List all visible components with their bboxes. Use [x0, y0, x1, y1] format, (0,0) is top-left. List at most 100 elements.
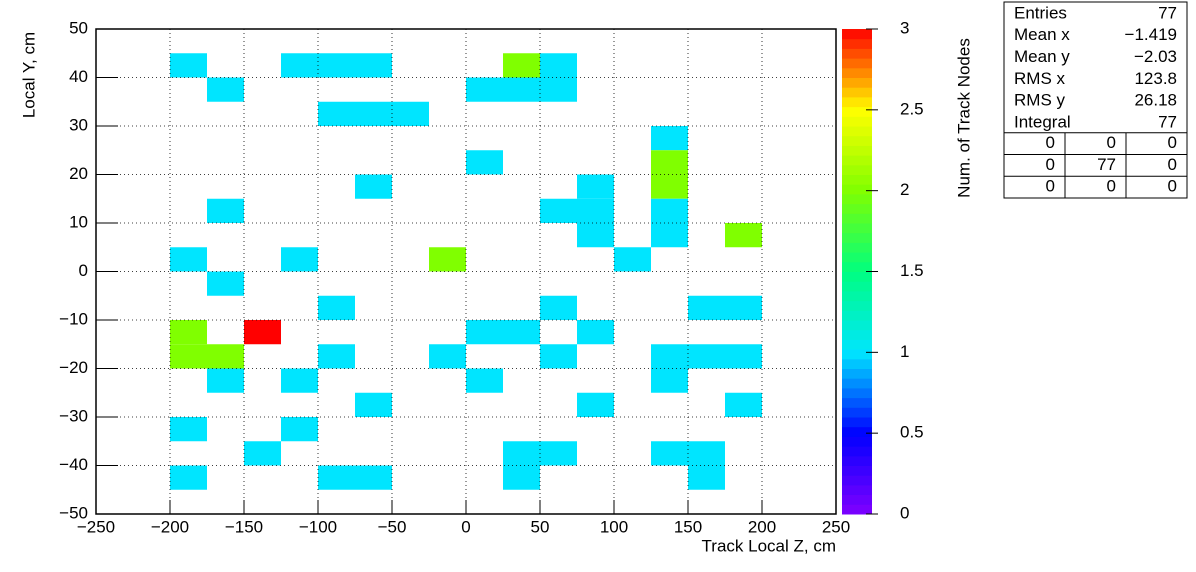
heatmap-cell [651, 344, 688, 369]
heatmap-cell [688, 465, 725, 490]
color-bar-band [842, 465, 872, 476]
color-bar-band [842, 300, 872, 311]
x-axis-title: Track Local Z, cm [702, 536, 836, 555]
heatmap-cell [281, 417, 318, 442]
heatmap-cell [281, 247, 318, 272]
color-bar-band [842, 310, 872, 321]
stats-label: RMS y [1014, 91, 1066, 110]
color-bar-band [842, 349, 872, 360]
heatmap-cell [540, 441, 577, 466]
stats-label: Integral [1014, 112, 1071, 131]
heatmap-cell [466, 77, 503, 102]
z-tick-label: 3 [900, 18, 909, 37]
color-bar-band [842, 232, 872, 243]
color-bar-band [842, 397, 872, 408]
overflow-cell: 0 [1168, 155, 1177, 174]
heatmap-cell [651, 126, 688, 151]
color-bar-band [842, 475, 872, 486]
y-axis-title: Local Y, cm [19, 32, 38, 118]
x-tick-label: 100 [600, 517, 628, 536]
heatmap-cell [503, 53, 540, 78]
heatmap-cell [170, 320, 207, 345]
color-bar-band [842, 58, 872, 69]
heatmap-cell [577, 198, 614, 223]
y-tick-label: 0 [79, 261, 88, 280]
overflow-cell: 0 [1046, 133, 1055, 152]
color-bar-band [842, 242, 872, 253]
heatmap-cell [725, 344, 762, 369]
color-bar-band [842, 378, 872, 389]
stats-label: Mean y [1014, 47, 1070, 66]
y-tick-label: −30 [59, 406, 88, 425]
heatmap-cell [244, 441, 281, 466]
stats-value: 26.18 [1134, 91, 1177, 110]
heatmap-cell [540, 198, 577, 223]
heatmap-cell [318, 101, 355, 126]
heatmap-cell [355, 101, 392, 126]
color-bar-band [842, 96, 872, 108]
color-bar-band [842, 455, 872, 466]
heatmap-cell [207, 368, 244, 393]
stats-value: −1.419 [1125, 25, 1177, 44]
heatmap-cell [651, 441, 688, 466]
color-bar-band [842, 426, 872, 437]
color-bar-band [842, 368, 872, 379]
overflow-cell: 0 [1107, 177, 1116, 196]
overflow-cell: 0 [1168, 177, 1177, 196]
heatmap-cell [207, 198, 244, 223]
overflow-cell: 0 [1046, 177, 1055, 196]
heatmap-cell [651, 150, 688, 175]
heatmap-cell [466, 368, 503, 393]
color-bar-band [842, 261, 872, 272]
heatmap-cell [392, 101, 429, 126]
y-tick-label: 50 [69, 18, 88, 37]
color-bar-band [842, 193, 872, 205]
heatmap-cell [577, 320, 614, 345]
color-bar-band [842, 407, 872, 418]
color-bar-band [842, 494, 872, 505]
heatmap-cell [651, 174, 688, 199]
heatmap-cell [355, 465, 392, 490]
z-tick-label: 1.5 [900, 261, 924, 280]
plot-frame [95, 28, 837, 515]
overflow-cell: 0 [1046, 155, 1055, 174]
x-tick-label: −150 [225, 517, 263, 536]
heatmap-cell [577, 223, 614, 248]
heatmap-cell [466, 320, 503, 345]
color-bar-band [842, 135, 872, 146]
heatmap-cell [318, 344, 355, 369]
color-bar-band [842, 271, 872, 282]
heatmap-cell [688, 344, 725, 369]
y-tick-label: 10 [69, 212, 88, 231]
heatmap-cell [503, 465, 540, 490]
heatmap-cell [651, 223, 688, 248]
x-tick-label: 250 [822, 517, 850, 536]
heatmap-cell [207, 77, 244, 102]
heatmap-cell [318, 295, 355, 320]
heatmap-cell [651, 198, 688, 223]
y-tick-label: 40 [69, 67, 88, 86]
color-bar-band [842, 106, 872, 117]
color-bar-band [842, 484, 872, 496]
color-bar-band [842, 436, 872, 447]
color-bar-band [842, 223, 872, 234]
z-tick-label: 2 [900, 180, 909, 199]
color-bar-band [842, 358, 872, 369]
color-bar-band [842, 116, 872, 127]
color-bar-band [842, 145, 872, 156]
color-bar-band [842, 290, 872, 302]
x-tick-label: −100 [299, 517, 337, 536]
heatmap-cell [540, 344, 577, 369]
y-tick-label: −50 [59, 503, 88, 522]
heatmap-cell [207, 271, 244, 296]
heatmap-cell [318, 465, 355, 490]
heatmap-cell [466, 150, 503, 175]
heatmap-cell [725, 295, 762, 320]
heatmap-cell [170, 465, 207, 490]
color-bar-band [842, 164, 872, 175]
overflow-cell: 77 [1097, 155, 1116, 174]
heatmap-cell [170, 344, 207, 369]
color-bar-band [842, 203, 872, 214]
overflow-cell: 0 [1107, 133, 1116, 152]
